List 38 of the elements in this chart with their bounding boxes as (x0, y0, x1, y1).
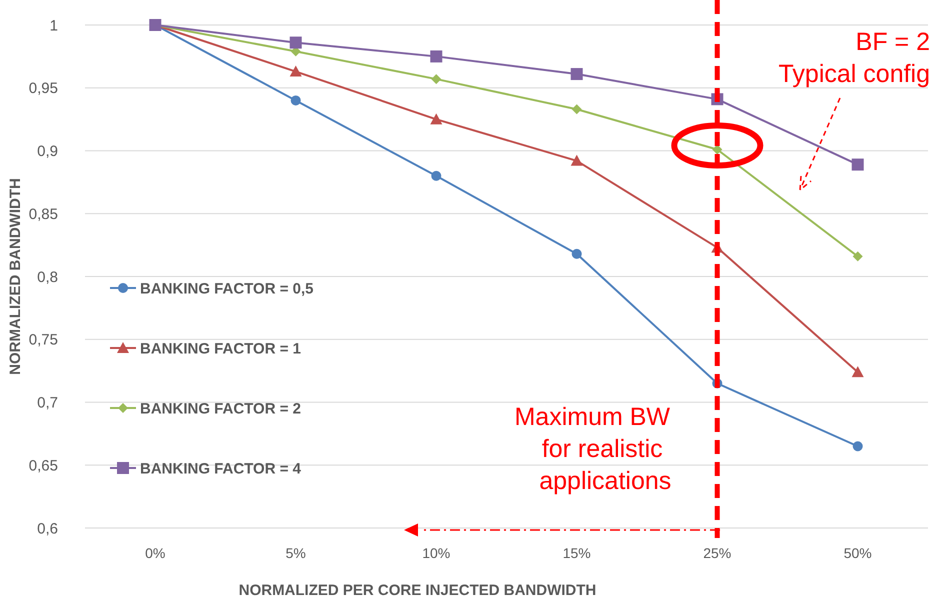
y-tick-label: 0,75 (28, 332, 58, 349)
x-tick-label: 0% (145, 545, 166, 561)
x-tick-label: 10% (422, 545, 450, 561)
point (852, 441, 863, 452)
x-tick-label: 25% (703, 545, 732, 561)
y-tick-label: 0,65 (28, 457, 58, 474)
x-axis-title: NORMALIZED PER CORE INJECTED BANDWIDTH (238, 582, 596, 599)
y-tick-label: 0,8 (37, 268, 58, 286)
point (852, 158, 864, 171)
point (290, 95, 301, 106)
legend-label: BANKING FACTOR = 0,5 (140, 280, 314, 298)
annotation: Maximum BW for realistic applications (514, 403, 672, 495)
point (290, 36, 302, 49)
legend-label: BANKING FACTOR = 4 (140, 460, 302, 478)
x-tick-label: 15% (562, 545, 591, 561)
point (572, 248, 582, 259)
point (430, 50, 442, 62)
annotation: BF = 2 Typical config (778, 28, 930, 88)
point (430, 113, 442, 124)
y-tick-label: 0,6 (37, 520, 58, 538)
y-tick-label: 0,85 (28, 206, 58, 223)
point (852, 251, 863, 262)
point (431, 170, 442, 181)
point (572, 104, 582, 114)
point (570, 154, 583, 166)
legend-label: BANKING FACTOR = 1 (140, 340, 301, 358)
y-tick-label: 1 (50, 17, 58, 34)
legend-label: BANKING FACTOR = 2 (140, 400, 301, 418)
y-tick-label: 0,7 (37, 394, 58, 412)
x-tick-label: 50% (844, 545, 872, 561)
point (570, 68, 583, 80)
y-axis-title: NORMALIZED BANDWIDTH (7, 178, 24, 375)
point (290, 66, 302, 77)
point (852, 366, 864, 378)
y-tick-label: 0,9 (37, 143, 58, 160)
x-tick-label: 5% (286, 545, 306, 561)
y-tick-label: 0,95 (28, 80, 58, 98)
point (431, 74, 442, 84)
